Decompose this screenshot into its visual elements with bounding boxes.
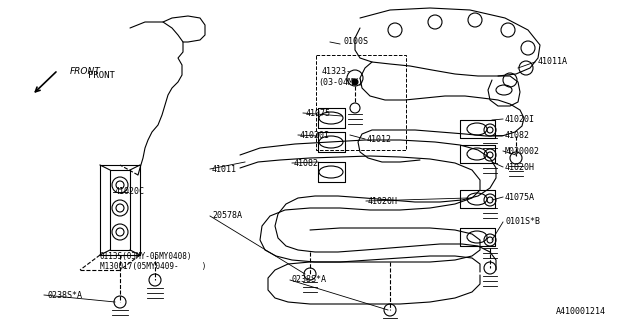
Text: 41020I: 41020I [505,115,535,124]
Bar [316,55,406,150]
Circle shape [352,79,358,85]
Text: 41020C: 41020C [115,188,145,196]
Text: M130017(05MY0409-     ): M130017(05MY0409- ) [100,262,206,271]
Text: 0238S*A: 0238S*A [48,291,83,300]
Text: 0113S(03MY-05MY0408): 0113S(03MY-05MY0408) [100,252,193,261]
Text: 41020H: 41020H [368,196,398,205]
Text: 0238S*A: 0238S*A [292,276,327,284]
Text: 41011A: 41011A [538,58,568,67]
Text: 41011: 41011 [212,164,237,173]
Text: FRONT: FRONT [88,71,115,81]
Text: 41020H: 41020H [505,163,535,172]
Text: M030002: M030002 [505,147,540,156]
Text: 41323-: 41323- [322,68,352,76]
Text: 41075A: 41075A [505,193,535,202]
Text: 41012: 41012 [367,134,392,143]
Text: FRONT: FRONT [70,68,100,76]
Text: (03-04MY): (03-04MY) [318,78,363,87]
Text: 41020I: 41020I [300,131,330,140]
Text: A410001214: A410001214 [556,308,606,316]
Text: 0101S*B: 0101S*B [505,218,540,227]
Text: 41082: 41082 [294,158,319,167]
Text: 41082: 41082 [505,131,530,140]
Text: 0100S: 0100S [344,37,369,46]
Text: 20578A: 20578A [212,212,242,220]
Text: 41075: 41075 [306,108,331,117]
